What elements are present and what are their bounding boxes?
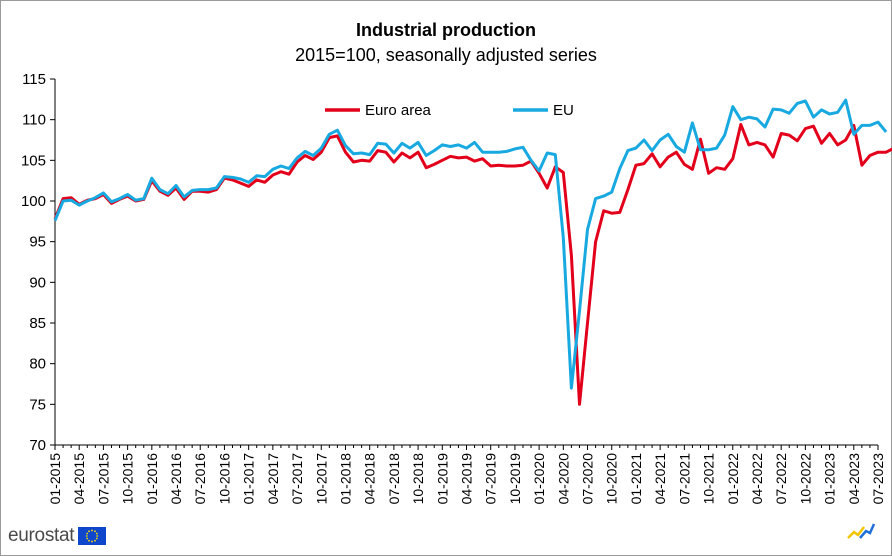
x-tick-label: 01-2021	[628, 453, 644, 505]
logo-text: eurostat	[8, 525, 75, 546]
x-tick-label: 07-2023	[870, 453, 886, 505]
x-tick-label: 07-2015	[95, 453, 111, 505]
x-tick-label: 01-2022	[725, 453, 741, 505]
eu-flag-icon	[78, 527, 107, 545]
series-line-eu	[53, 98, 888, 390]
x-tick-label: 07-2021	[676, 453, 692, 505]
x-tick-label: 04-2023	[846, 453, 862, 505]
y-tick-label: 85	[29, 315, 46, 332]
x-tick-label: 04-2017	[265, 453, 281, 505]
x-tick-label: 04-2015	[71, 453, 87, 505]
eurostat-logo: eurostat	[8, 524, 107, 548]
x-tick-label: 07-2016	[192, 453, 208, 505]
x-tick-label: 04-2018	[362, 453, 378, 505]
x-tick-label: 01-2015	[47, 453, 63, 505]
x-tick-label: 07-2019	[483, 453, 499, 505]
x-tick-label: 07-2020	[580, 453, 596, 505]
x-tick-label: 01-2016	[144, 453, 160, 505]
y-tick-label: 75	[29, 396, 46, 413]
legend-label: EU	[553, 102, 574, 119]
legend-label: Euro area	[365, 102, 432, 119]
x-tick-label: 04-2016	[168, 453, 184, 505]
y-tick-label: 95	[29, 234, 46, 251]
x-tick-label: 07-2022	[773, 453, 789, 505]
x-tick-label: 07-2018	[386, 453, 402, 505]
x-tick-label: 01-2023	[822, 453, 838, 505]
y-tick-label: 100	[21, 193, 46, 210]
x-tick-label: 04-2022	[749, 453, 765, 505]
x-tick-label: 10-2022	[797, 453, 813, 505]
y-tick-label: 80	[29, 356, 46, 373]
y-tick-label: 90	[29, 274, 46, 291]
x-tick-label: 01-2020	[531, 453, 547, 505]
x-tick-label: 10-2021	[701, 453, 717, 505]
series-line-euro-area	[53, 123, 892, 406]
x-tick-label: 10-2016	[216, 453, 232, 505]
y-tick-label: 70	[29, 437, 46, 454]
x-tick-label: 04-2021	[652, 453, 668, 505]
y-tick-label: 105	[21, 152, 46, 169]
chart-subtitle: 2015=100, seasonally adjusted series	[295, 45, 597, 65]
x-tick-label: 01-2017	[241, 453, 257, 505]
x-tick-label: 10-2018	[410, 453, 426, 505]
x-tick-label: 10-2020	[604, 453, 620, 505]
x-tick-label: 10-2019	[507, 453, 523, 505]
y-tick-label: 110	[22, 112, 46, 129]
x-tick-label: 07-2017	[289, 453, 305, 505]
x-tick-label: 01-2018	[337, 453, 353, 505]
chart-title: Industrial production	[356, 20, 536, 40]
x-tick-label: 10-2017	[313, 453, 329, 505]
chart-brand-icon	[847, 523, 876, 539]
x-tick-label: 10-2015	[120, 453, 136, 505]
x-tick-label: 04-2019	[459, 453, 475, 505]
x-tick-label: 01-2019	[434, 453, 450, 505]
y-tick-label: 115	[22, 71, 46, 88]
x-tick-label: 04-2020	[555, 453, 571, 505]
